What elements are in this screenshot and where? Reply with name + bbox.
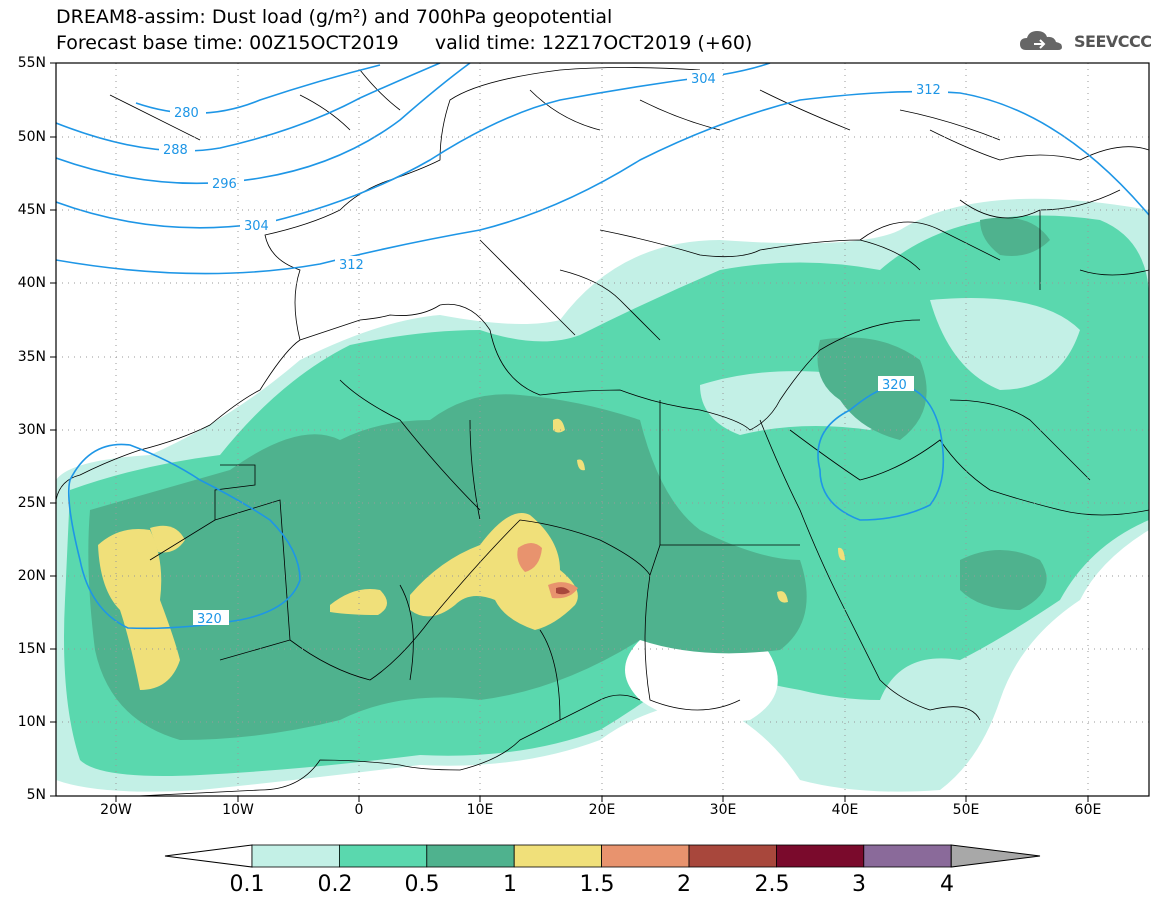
lat-label: 45N [17,202,46,218]
colorbar-over-triangle [950,844,1041,868]
lon-label: 40E [831,802,859,818]
lon-label: 20W [100,802,132,818]
lon-label: 0 [354,802,364,818]
colorbar-segment [776,844,865,868]
colorbar-tick-label: 3 [852,872,866,897]
colorbar-segment [513,844,603,868]
contour-label-304-east: 304 [691,72,716,87]
map-title: DREAM8-assim: Dust load (g/m²) and 700hP… [56,6,613,28]
lat-label: 5N [26,787,46,803]
colorbar-tick-label: 0.1 [229,872,265,897]
colorbar-tick-label: 2.5 [754,872,790,897]
lat-label: 35N [17,349,46,365]
forecast-time-line: Forecast base time: 00Z15OCT2019 valid t… [56,32,753,54]
colorbar-under-triangle [164,844,253,868]
colorbar-tick-label: 1.5 [579,872,615,897]
lat-label: 25N [17,495,46,511]
contour-label-320-west: 320 [197,612,222,627]
lat-label: 10N [17,714,46,730]
lon-label: 60E [1074,802,1102,818]
colorbar-segment [863,844,952,868]
lon-label: 10W [222,802,254,818]
contour-label-288: 288 [163,143,188,158]
lat-label: 50N [17,129,46,145]
contour-label-280: 280 [174,106,199,121]
colorbar-segment [426,844,515,868]
colorbar-tick-label: 2 [677,872,691,897]
colorbar-segment [601,844,690,868]
country-borders [56,67,1149,796]
lon-label: 30E [709,802,737,818]
colorbar-tick-label: 4 [940,872,954,897]
lon-label: 10E [466,802,494,818]
seevccc-logo: SEEVCCC [1018,28,1152,54]
lat-label: 20N [17,568,46,584]
contour-label-304-west: 304 [244,219,269,234]
logo-text: SEEVCCC [1074,31,1152,51]
lon-label: 20E [588,802,616,818]
cloud-icon [1020,31,1062,50]
colorbar-tick-label: 0.5 [404,872,440,897]
contour-labels: 280 288 296 304 312 304 312 320 320 [159,70,948,627]
colorbar-segment [338,844,428,868]
colorbar [164,844,1041,868]
lat-label: 15N [17,641,46,657]
colorbar-segment [251,844,340,868]
lat-label: 30N [17,422,46,438]
colorbar-segment [688,844,777,868]
colorbar-tick-label: 0.2 [317,872,353,897]
lon-label: 50E [952,802,980,818]
colorbar-tick-label: 1 [503,872,517,897]
contour-label-320-east: 320 [882,378,907,393]
lat-label: 40N [17,275,46,291]
axis-ticks [50,62,1089,802]
graticule [56,63,1149,796]
lat-label: 55N [17,55,46,71]
contour-label-312-east: 312 [916,83,941,98]
contour-label-312-west: 312 [339,258,364,273]
contour-label-296: 296 [212,177,237,192]
